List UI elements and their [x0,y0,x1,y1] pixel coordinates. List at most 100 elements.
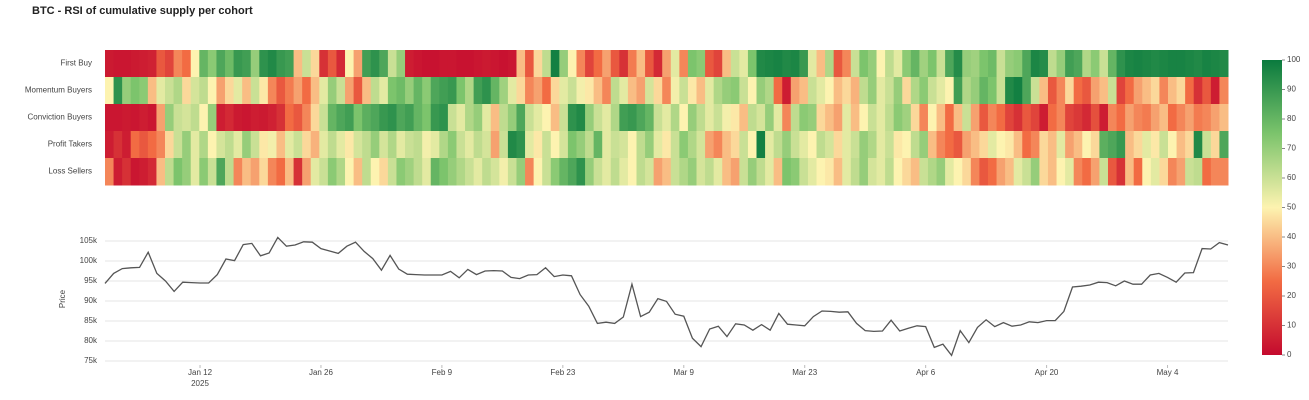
heat-cell [310,77,320,105]
heat-cell [927,50,938,78]
heat-cell [627,50,637,78]
heat-cell [1176,104,1186,132]
heat-cell [182,50,192,78]
colorbar-tick-label: 90 [1287,85,1296,94]
heat-cell [362,104,372,132]
heat-cell [259,104,269,132]
heat-cell [310,104,320,132]
y-tick-label: 100k [80,256,98,265]
heat-cell [756,104,766,132]
heat-cell [1185,50,1195,78]
heat-cell [585,77,595,105]
heat-cell [790,50,800,78]
heat-cell [696,158,706,186]
heat-cell [550,50,560,78]
heat-cell [139,50,149,78]
heat-cell [293,104,303,132]
heat-cell [799,158,809,186]
heat-cell [113,77,123,105]
heat-cell [507,77,517,105]
heat-cell [722,158,732,186]
heat-cell [970,158,980,186]
price-line [104,236,1229,357]
heat-cell [182,77,192,105]
heat-cell [1219,104,1229,132]
heat-cell [1047,50,1058,78]
heat-cell [156,77,166,105]
heat-cell [1116,50,1126,78]
heat-cell [1022,131,1032,159]
heat-cell [627,158,637,186]
heat-cell [1090,131,1100,159]
heat-cell [747,131,758,159]
heat-cell [233,104,243,132]
heat-cell [267,50,277,78]
heat-cell [207,50,217,78]
heat-cell [559,131,569,159]
heat-cell [542,104,552,132]
heat-cell [482,131,492,159]
x-tick-label: Apr 20 [1035,368,1059,377]
heat-cell [953,131,963,159]
heat-cell [773,158,783,186]
heat-cell [216,104,226,132]
heat-cell [559,50,569,78]
heat-cell [893,131,903,159]
heat-cell [756,77,766,105]
heat-cell [953,77,963,105]
heat-cell [482,77,492,105]
heat-cell [790,131,800,159]
heat-cell [387,77,397,105]
heat-cell [233,50,243,78]
heat-cell [199,50,209,78]
heat-cell [996,77,1006,105]
heat-cell [953,104,963,132]
heat-cell [482,50,492,78]
heat-cell [567,50,577,78]
heat-cell [225,104,235,132]
heat-cell [293,50,303,78]
heat-cell [919,77,929,105]
heat-cell [1005,50,1015,78]
heat-cell [799,77,809,105]
heat-cell [825,50,835,78]
heat-cell [147,104,157,132]
x-tick-label: Jan 26 [309,368,334,377]
heat-cell [670,158,680,186]
heat-cell [1125,131,1135,159]
heat-cell [842,158,852,186]
heat-cell [619,131,629,159]
heat-cell [1125,50,1135,78]
heat-cell [679,77,689,105]
heat-cell [739,131,749,159]
heat-cell [1047,158,1058,186]
heat-cell [816,104,826,132]
heat-cell [1193,50,1203,78]
heat-cell [490,50,500,78]
heat-cell [1193,131,1203,159]
heat-cell [362,131,372,159]
heat-cell [542,158,552,186]
heat-cell [490,131,500,159]
heat-cell [790,158,800,186]
heat-cell [567,158,577,186]
heat-cell [1185,131,1195,159]
heat-cell [713,104,723,132]
heat-cell [602,104,612,132]
y-tick-label: 85k [84,316,98,325]
heat-cell [387,104,397,132]
heat-cell [936,131,946,159]
heat-cell [687,104,698,132]
heat-cell [1193,158,1203,186]
heat-cell [919,104,929,132]
heat-cell [250,77,260,105]
heat-cell [833,104,843,132]
heat-cell [285,50,295,78]
colorbar-tick-label: 40 [1287,232,1296,241]
heat-cell [782,158,792,186]
heat-cell [105,158,115,186]
colorbar-tick-label: 100 [1287,55,1301,64]
heat-cell [353,50,363,78]
heat-cell [1133,131,1143,159]
heat-cell [902,77,912,105]
